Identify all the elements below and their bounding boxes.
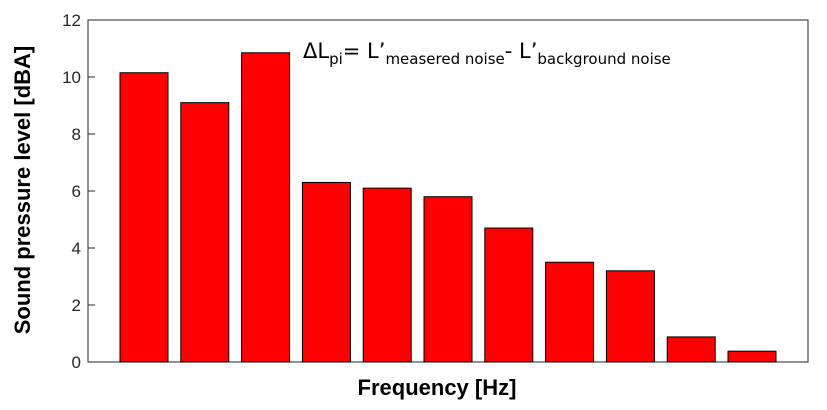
y-tick-label-4: 8 <box>72 125 81 144</box>
bar-10 <box>666 336 716 363</box>
y-tick-label-1: 2 <box>72 296 81 315</box>
y-tick-label-5: 10 <box>62 68 81 87</box>
y-axis: 0 2 4 6 8 10 12 <box>62 11 95 372</box>
annotation-delta-sub: pi <box>329 50 343 68</box>
x-axis-title: Frequency [Hz] <box>358 375 517 400</box>
annotation-delta: ΔL <box>303 39 329 63</box>
bar-4 <box>301 181 351 363</box>
y-tick-label-6: 12 <box>62 11 81 30</box>
y-tick-label-2: 4 <box>72 239 81 258</box>
bar-3 <box>241 52 291 363</box>
bar-2 <box>180 102 230 363</box>
annotation-term1-sub: measered noise <box>385 50 504 68</box>
bar-5 <box>362 187 412 363</box>
equation-annotation: ΔLpi= L’measered noise- L’background noi… <box>303 39 671 68</box>
bar-11 <box>727 350 777 363</box>
y-axis-title: Sound pressure level [dBA] <box>10 46 35 335</box>
y-tick-label-0: 0 <box>72 353 81 372</box>
bar-1 <box>119 72 169 363</box>
annotation-eq: = L’ <box>343 39 386 63</box>
y-tick-label-3: 6 <box>72 182 81 201</box>
bar-9 <box>605 270 655 363</box>
annotation-minus: - L’ <box>505 39 538 63</box>
annotation-term2-sub: background noise <box>537 50 670 68</box>
bar-8 <box>545 261 595 363</box>
bar-7 <box>484 227 534 363</box>
bars <box>119 52 777 363</box>
bar-6 <box>423 196 473 363</box>
